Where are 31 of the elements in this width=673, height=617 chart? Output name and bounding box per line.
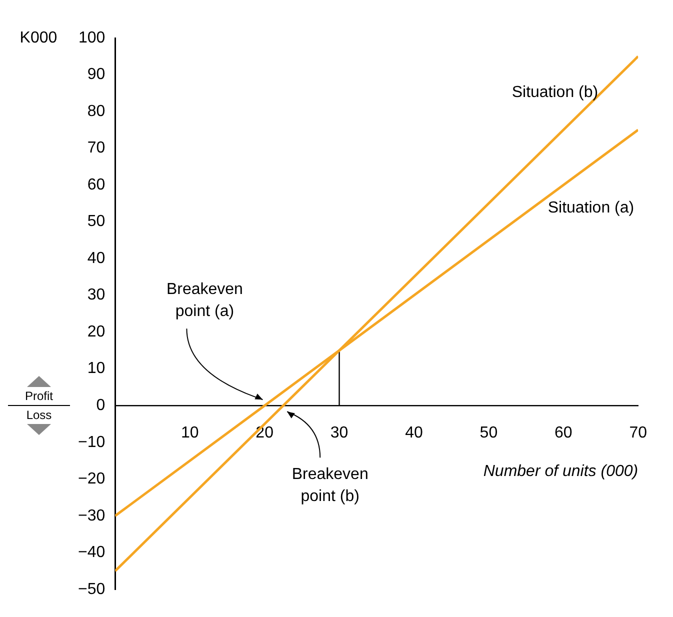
x-tick-label: 60 [554,424,572,442]
x-tick-label: 70 [629,424,648,442]
text: Loss [25,407,53,424]
series-label: Situation (b) [512,84,598,101]
y-axis-title: K000 [20,29,58,46]
y-tick-label: 100 [78,29,106,46]
y-tick-label: 70 [87,140,106,157]
annotation: Breakeven point (a) [166,281,243,320]
annotation: Breakeven point (b) [292,466,368,506]
text: Profit [8,387,70,406]
x-axis-title: Number of units (000) [483,463,638,480]
y-tick-label: 90 [87,66,106,84]
x-tick-label: 50 [480,424,498,442]
y-tick-label: −10 [78,434,106,451]
y-tick-label: 30 [87,286,106,304]
y-tick-label: −20 [78,470,106,488]
x-tick-label: 30 [330,424,348,442]
y-tick-label: 0 [96,397,106,414]
y-tick-label: 60 [87,176,106,194]
y-tick-label: −30 [78,507,106,524]
y-tick-label: 20 [87,323,106,340]
y-tick-label: −50 [78,580,106,598]
y-tick-label: 50 [87,213,106,230]
y-tick-label: 10 [87,360,106,378]
x-tick-label: 20 [256,424,274,442]
x-tick-label: 40 [405,424,423,442]
y-tick-label: −40 [78,544,106,562]
y-tick-label: 80 [87,102,106,120]
x-tick-label: 10 [180,424,199,442]
series-label: Situation (a) [548,199,634,216]
y-tick-label: 40 [87,250,106,267]
